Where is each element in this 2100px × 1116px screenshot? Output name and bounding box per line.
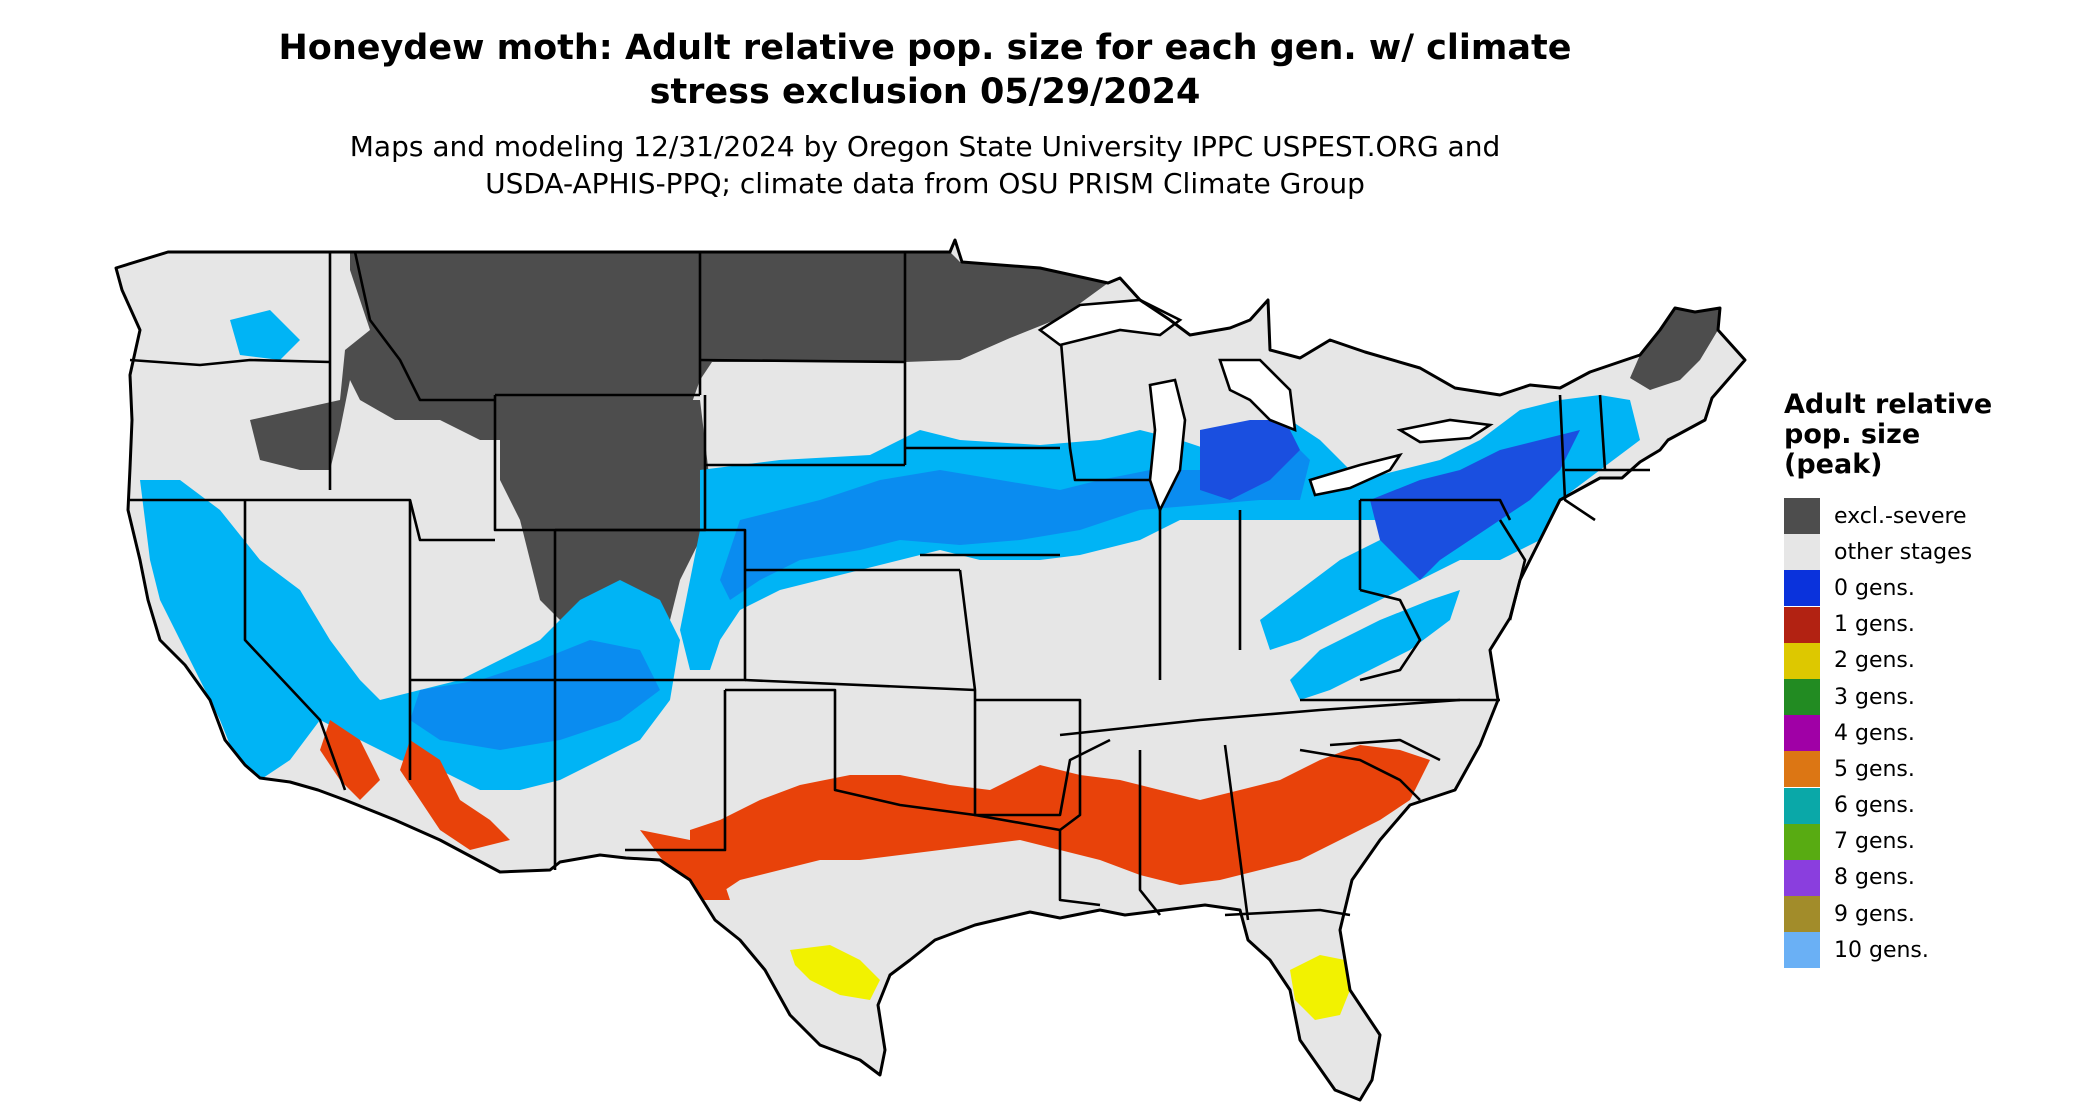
legend-label: excl.-severe [1834,503,1967,529]
border-id-ut [330,498,495,542]
legend-title-line-1: Adult relative [1784,389,1993,420]
us-outline [114,238,1747,1102]
region-orange-south [690,745,1430,900]
legend-item: 3 gens. [1784,679,2084,716]
legend-swatch [1784,534,1820,571]
border-nm-tx [625,690,727,852]
legend-label: other stages [1834,539,1973,565]
legend-label: 10 gens. [1834,937,1929,963]
legend-label: 9 gens. [1834,901,1915,927]
legend-item: 9 gens. [1784,896,2084,933]
legend-label: 3 gens. [1834,684,1915,710]
region-blue-west-dark [410,640,660,750]
us-map [114,238,1747,1102]
legend-item: 1 gens. [1784,606,2084,643]
legend-swatch [1784,859,1820,896]
region-excl-severe-maine [1630,308,1720,390]
border-al-ga [1223,744,1250,921]
legend-item: 4 gens. [1784,715,2084,752]
map-subtitle: Maps and modeling 12/31/2024 by Oregon S… [0,128,1850,202]
legend-item: 7 gens. [1784,823,2084,860]
legend-swatch [1784,498,1820,535]
legend-items: excl.-severe other stages 0 gens. 1 gens. 2 … [1784,498,2084,969]
region-blue-northeast-dark [1370,430,1580,580]
border-co [555,528,747,682]
legend-label: 0 gens. [1834,575,1915,601]
legend-swatch [1784,606,1820,643]
region-blue-michigan [1200,420,1300,500]
legend-label: 1 gens. [1834,612,1915,638]
border-vt-nh [1598,394,1607,471]
lake-michigan [1148,378,1187,514]
lake-erie [1308,452,1403,497]
legend-title-line-3: (peak) [1784,449,1883,480]
legend-swatch [1784,896,1820,933]
region-blue-washington [230,310,300,360]
legend-label: 7 gens. [1834,829,1915,855]
border-ks-ok [744,678,976,692]
region-yellow-florida [1290,955,1350,1020]
legend-item: 10 gens. [1784,932,2084,969]
legend-item: excl.-severe [1784,498,2084,535]
legend-label: 4 gens. [1834,720,1915,746]
lake-ontario [1396,418,1494,444]
region-orange-texas [640,830,730,900]
border-nc-sc [1329,738,1441,762]
legend-item: other stages [1784,534,2084,571]
legend-item: 5 gens. [1784,751,2084,788]
title-line-2: stress exclusion 05/29/2024 [649,72,1201,112]
region-blue-south-atlantic [1290,590,1460,700]
border-ga-sc [1299,748,1421,801]
legend-label: 6 gens. [1834,793,1915,819]
lake-huron [1218,358,1297,433]
legend-swatch [1784,823,1820,860]
region-orange-california [320,720,380,800]
subtitle-line-2: USDA-APHIS-PPQ; climate data from OSU PR… [485,167,1365,200]
region-yellow-texas [790,945,880,1000]
border-nd-sd [699,358,906,364]
legend-title-line-2: pop. size [1784,419,1921,450]
state-borders [129,251,1650,921]
subtitle-line-1: Maps and modeling 12/31/2024 by Oregon S… [349,130,1501,163]
border-id-mt [353,251,495,402]
border-mo [958,569,1111,817]
region-excl-severe-north [250,252,1108,470]
border-ok-tx [725,688,976,817]
legend-swatch [1784,570,1820,607]
map-regions [140,252,1720,1100]
border-ky-tn [1059,698,1461,737]
legend-label: 5 gens. [1834,756,1915,782]
legend-title: Adult relative pop. size (peak) [1784,390,2084,480]
legend-swatch [1784,932,1820,969]
legend-item: 2 gens. [1784,642,2084,679]
legend: Adult relative pop. size (peak) excl.-se… [1784,390,2084,969]
border-pa-ny [1360,498,1512,521]
region-orange-arizona [400,740,510,850]
title-line-1: Honeydew moth: Adult relative pop. size … [278,28,1572,68]
border-nv-ca [243,500,347,791]
map-title: Honeydew moth: Adult relative pop. size … [0,26,1850,114]
border-ny-new-england [1558,394,1596,522]
region-blue-midwest [680,395,1640,670]
border-ms-al [1138,750,1162,916]
great-lakes [1037,298,1494,514]
border-wv [1359,588,1422,682]
border-ar [974,698,1082,832]
border-wa-or [129,358,331,367]
border-la-ms [1058,830,1101,907]
border-ga-fl [1224,908,1351,917]
legend-item: 8 gens. [1784,859,2084,896]
legend-item: 0 gens. [1784,570,2084,607]
legend-swatch [1784,642,1820,679]
border-wi-il [1058,329,1160,482]
legend-swatch [1784,715,1820,752]
legend-swatch [1784,787,1820,824]
legend-swatch [1784,751,1820,788]
legend-label: 2 gens. [1834,648,1915,674]
legend-swatch [1784,679,1820,716]
lake-superior [1037,298,1183,347]
legend-item: 6 gens. [1784,787,2084,824]
legend-label: 8 gens. [1834,865,1915,891]
